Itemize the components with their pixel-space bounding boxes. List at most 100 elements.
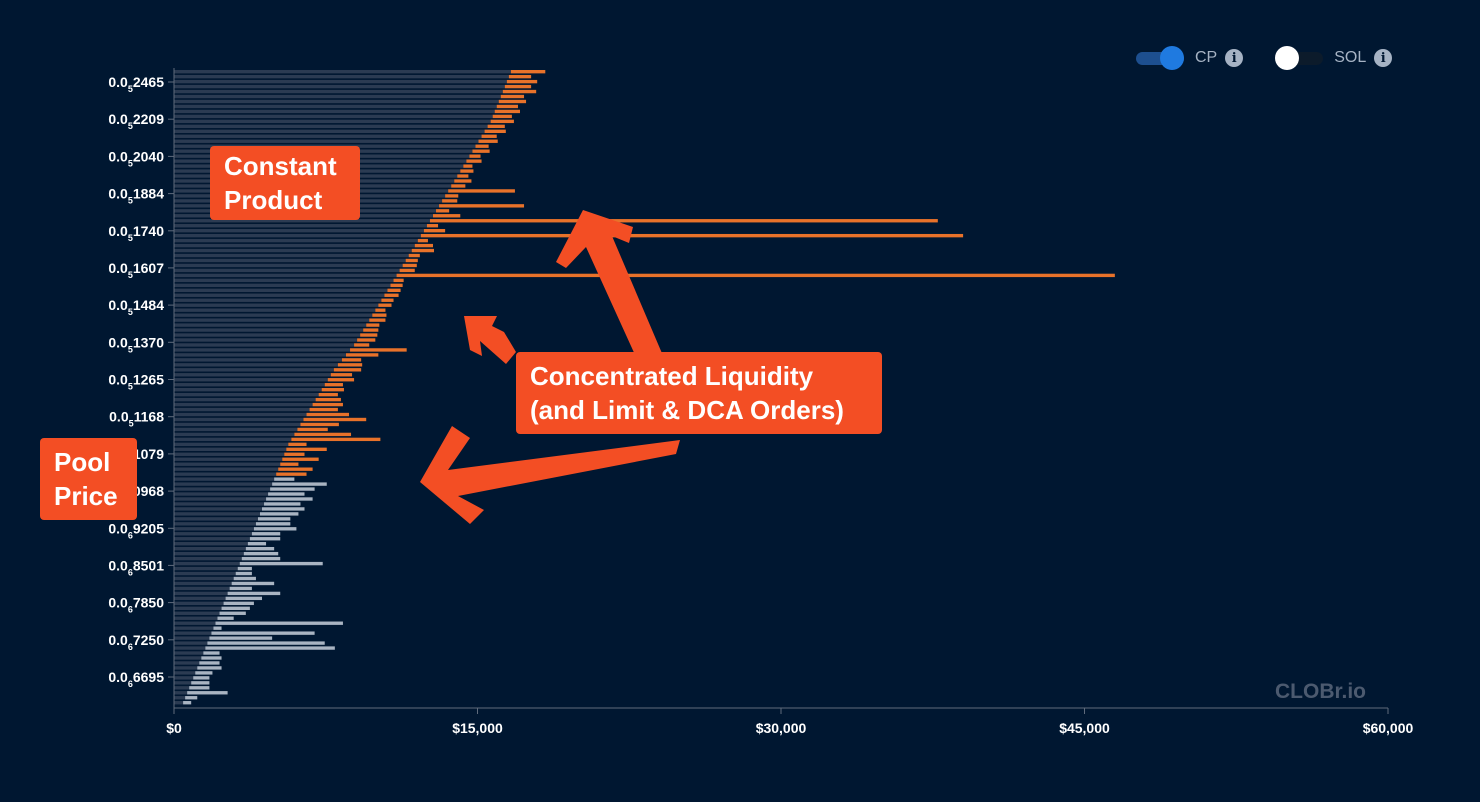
sol-toggle-label: SOL <box>1334 49 1367 66</box>
constant-product-bar <box>174 278 394 283</box>
constant-product-bar <box>174 532 252 536</box>
liquidity-bar-below-price <box>205 646 335 650</box>
constant-product-bar <box>174 691 188 695</box>
constant-product-bar <box>174 427 298 432</box>
liquidity-bar-below-price <box>229 586 252 591</box>
liquidity-bar-above-price <box>291 437 381 442</box>
y-tick-label: 0.052465 <box>108 74 164 94</box>
constant-product-bar <box>174 323 367 327</box>
liquidity-bar-below-price <box>259 512 299 516</box>
constant-product-bar <box>174 84 505 89</box>
constant-product-bar <box>174 119 491 124</box>
liquidity-bar-above-price <box>366 323 380 327</box>
constant-product-bar <box>174 701 184 705</box>
sol-switch[interactable] <box>1275 46 1324 70</box>
constant-product-bar <box>174 392 319 397</box>
constant-product-bar <box>174 248 412 253</box>
liquidity-bar-above-price <box>426 224 439 228</box>
liquidity-bar-below-price <box>211 631 315 635</box>
constant-product-bar <box>174 233 421 238</box>
constant-product-bar <box>174 696 186 700</box>
y-tick-label: 0.067850 <box>108 595 164 615</box>
liquidity-bar-above-price <box>475 144 489 148</box>
liquidity-bar-above-price <box>457 174 469 178</box>
constant-product-bar <box>174 437 292 442</box>
constant-product-bar <box>174 527 254 531</box>
liquidity-bar-above-price <box>472 149 490 153</box>
liquidity-bar-above-price <box>276 472 307 476</box>
liquidity-bar-above-price <box>496 104 518 109</box>
liquidity-bar-below-price <box>235 571 252 576</box>
liquidity-bar-above-price <box>312 402 343 407</box>
constant-product-bar <box>174 139 479 143</box>
liquidity-bar-below-price <box>193 676 210 680</box>
sol-toggle[interactable]: SOL i <box>1275 46 1393 70</box>
constant-product-bar <box>174 412 307 417</box>
constant-product-bar <box>174 308 376 312</box>
liquidity-bar-below-price <box>217 616 234 620</box>
liquidity-bar-below-price <box>266 497 313 501</box>
liquidity-bar-below-price <box>237 566 252 571</box>
liquidity-bar-above-price <box>494 109 520 114</box>
liquidity-bar-above-price <box>500 94 525 99</box>
liquidity-bar-below-price <box>233 576 256 581</box>
liquidity-bar-below-price <box>270 487 315 491</box>
liquidity-bar-below-price <box>215 621 343 625</box>
liquidity-bar-below-price <box>201 656 222 660</box>
liquidity-bar-above-price <box>372 313 387 317</box>
constant-product-bar <box>174 114 493 119</box>
cp-switch[interactable] <box>1136 46 1184 70</box>
liquidity-bar-below-price <box>247 542 267 546</box>
liquidity-bar-above-price <box>337 363 363 367</box>
constant-product-bar <box>174 104 497 109</box>
liquidity-bar-above-price <box>508 74 532 79</box>
constant-product-bar <box>174 283 391 288</box>
constant-product-bar <box>174 89 503 94</box>
constant-product-bar <box>174 497 267 501</box>
liquidity-bar-above-price <box>381 298 394 302</box>
y-tick-label: 0.051370 <box>108 334 164 354</box>
y-tick-label: 0.051168 <box>109 409 164 429</box>
constant-product-bar <box>174 631 212 635</box>
info-icon[interactable]: i <box>1374 49 1393 67</box>
liquidity-bar-above-price <box>278 467 313 471</box>
liquidity-bar-below-price <box>253 527 297 531</box>
liquidity-bar-above-price <box>282 457 319 461</box>
constant-product-bar <box>174 109 495 114</box>
constant-product-bar <box>174 651 204 655</box>
constant-product-bar <box>174 666 198 670</box>
liquidity-bar-below-price <box>203 651 220 655</box>
constant-product-bar <box>174 581 232 586</box>
liquidity-bar-above-price <box>510 70 546 74</box>
constant-product-bar <box>174 348 351 352</box>
constant-product-bar <box>174 517 258 521</box>
liquidity-bar-above-price <box>327 378 355 382</box>
y-tick-label: 0.051740 <box>108 223 164 243</box>
liquidity-bar-above-price <box>460 169 474 173</box>
liquidity-bar-above-price <box>442 199 458 203</box>
constant-product-bar <box>174 507 263 511</box>
liquidity-bar-above-price <box>396 273 1115 278</box>
liquidity-bar-below-price <box>264 502 301 506</box>
liquidity-bar-above-price <box>333 368 362 372</box>
constant-product-bar <box>174 318 370 322</box>
constant-product-bar <box>174 238 418 243</box>
constant-product-bar <box>174 547 246 551</box>
info-icon[interactable]: i <box>1225 49 1244 67</box>
constant-product-bar <box>174 641 208 645</box>
constant-product-bar <box>174 452 285 456</box>
liquidity-bar-below-price <box>255 522 291 526</box>
liquidity-bar-below-price <box>272 482 327 486</box>
constant-product-bar <box>174 219 430 223</box>
constant-product-bar <box>174 661 200 665</box>
liquidity-bar-below-price <box>231 581 275 586</box>
cp-toggle[interactable]: CP i <box>1136 46 1244 70</box>
liquidity-bar-above-price <box>414 243 433 248</box>
x-tick-label: $45,000 <box>1059 720 1110 736</box>
constant-product-bar <box>174 492 269 496</box>
constant-product-bar <box>174 522 256 526</box>
liquidity-bar-above-price <box>405 258 418 263</box>
constant-product-bar <box>174 378 328 382</box>
constant-product-bar <box>174 99 499 104</box>
constant-product-bar <box>174 273 397 278</box>
